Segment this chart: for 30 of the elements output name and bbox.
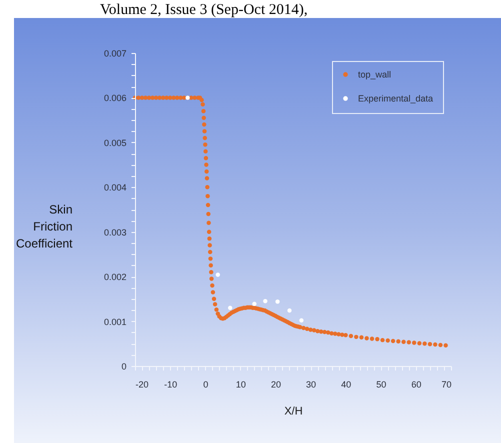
y-tick-label: 0.006 [104, 93, 126, 104]
x-tick-label: 10 [236, 380, 246, 390]
x-tick-label: 70 [441, 380, 452, 390]
y-tick-label: 0 [121, 362, 126, 372]
point [228, 306, 232, 310]
point [252, 302, 256, 306]
x-tick-label: 50 [376, 380, 386, 390]
x-tick-label: 60 [411, 380, 422, 390]
x-tick-label: -10 [164, 380, 178, 390]
legend-label: top_wall [358, 70, 392, 80]
legend-label: Experimental_data [358, 94, 434, 104]
x-tick-label: 30 [306, 380, 316, 390]
y-tick-label: 0.004 [104, 182, 126, 193]
y-tick-label: 0.002 [104, 272, 126, 282]
point [216, 272, 220, 277]
text: Volume 2, Issue 3 (Sep-Oct 2014), [100, 2, 308, 18]
y-tick-label: 0.007 [104, 48, 126, 58]
x-tick-label: 20 [270, 380, 281, 390]
x-tick-label: 0 [203, 380, 208, 390]
point [287, 308, 292, 313]
y-tick-label: 0.001 [104, 316, 126, 327]
x-tick-label: 40 [341, 380, 352, 390]
y-tick-label: 0.005 [104, 138, 126, 148]
point [299, 318, 304, 323]
y-tick-label: 0.003 [104, 227, 126, 238]
x-tick-label: -20 [136, 380, 149, 390]
x-axis-title: X/H [284, 406, 303, 418]
y-axis-title: Skin Friction Coefficient [16, 202, 74, 250]
point [263, 299, 268, 304]
point [275, 299, 280, 304]
